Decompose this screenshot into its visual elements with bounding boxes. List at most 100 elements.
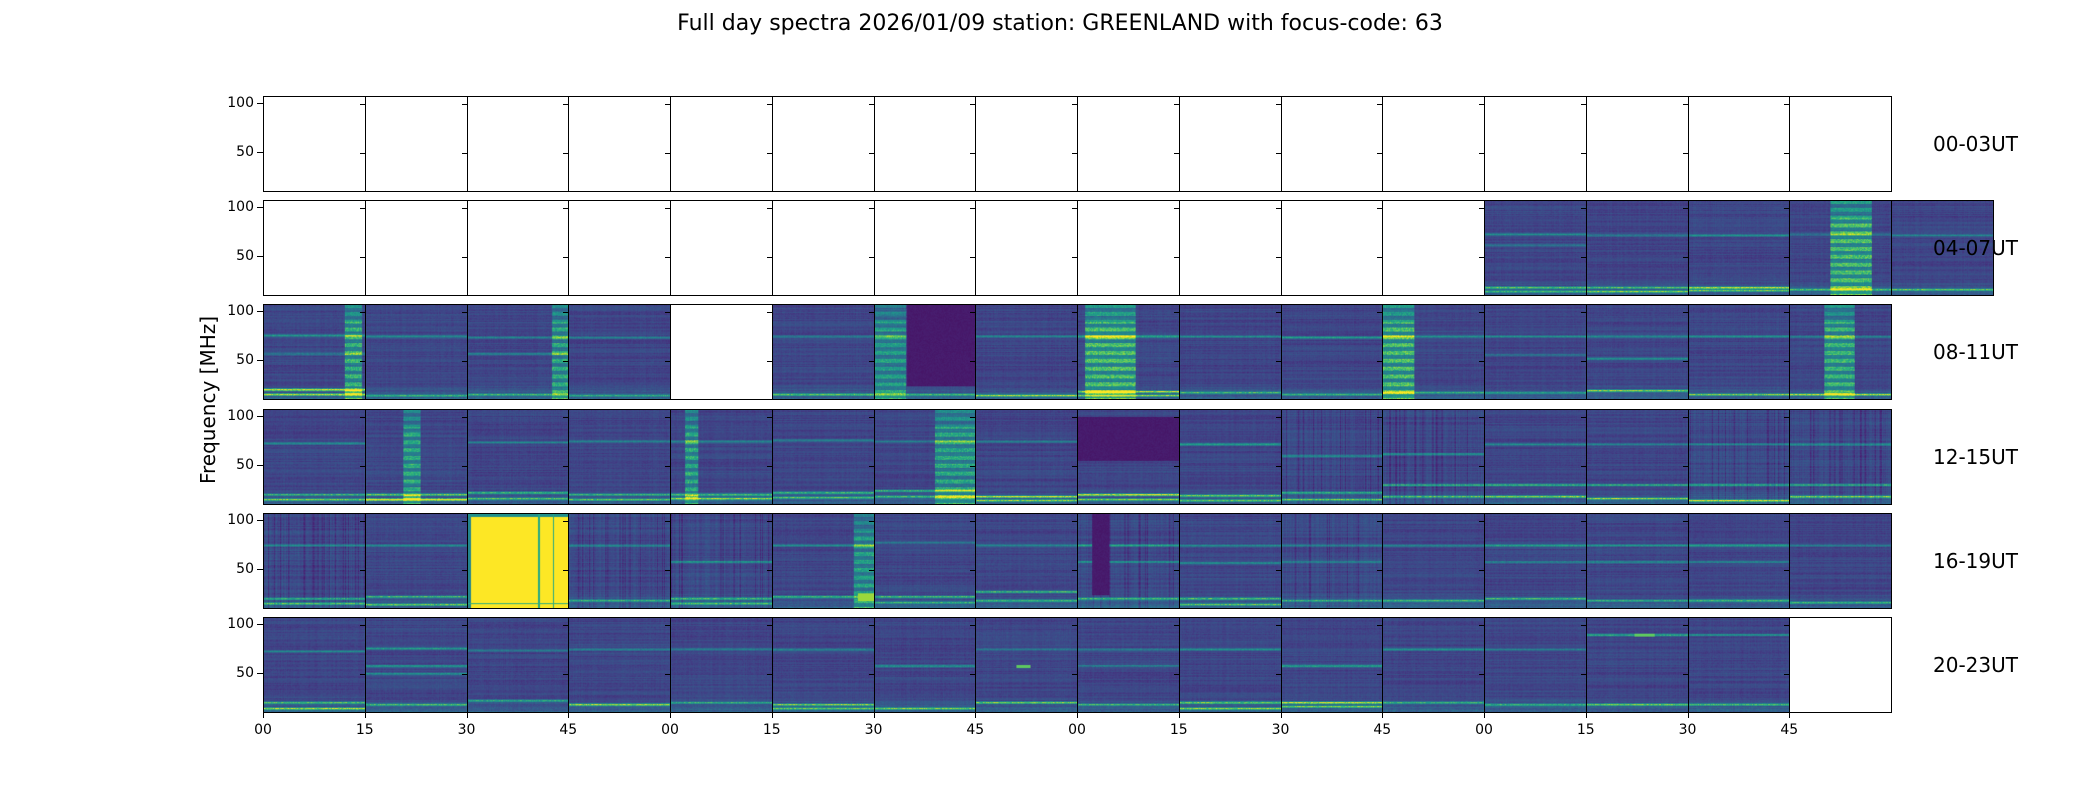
x-tick-label: 00 — [1068, 722, 1086, 738]
y-tick-inner — [970, 361, 976, 363]
spectrogram-image — [1179, 410, 1281, 504]
y-tick-inner — [766, 153, 772, 155]
y-tick-inner — [1377, 103, 1383, 105]
y-tick-inner — [665, 311, 670, 313]
y-tick-inner — [1173, 153, 1179, 155]
y-tick-inner — [1784, 416, 1790, 418]
y-tick-inner — [665, 153, 670, 155]
empty-panel — [466, 96, 570, 192]
y-tick-inner — [970, 466, 976, 468]
empty-panel — [1585, 96, 1689, 192]
y-tick-inner — [1275, 624, 1281, 626]
empty-panel — [670, 96, 773, 192]
spectrogram-image — [1790, 305, 1891, 399]
y-tick-inner — [1173, 361, 1179, 363]
y-tick-inner — [970, 153, 976, 155]
x-tick — [1382, 713, 1384, 718]
spectrogram-panel — [1585, 513, 1689, 609]
empty-panel — [263, 96, 366, 192]
y-tick-inner — [359, 466, 365, 468]
y-tick-inner — [563, 153, 569, 155]
y-tick-inner — [1479, 207, 1484, 209]
y-tick-label: 100 — [227, 94, 254, 111]
spectrogram-panel — [1687, 409, 1791, 505]
empty-panel — [975, 96, 1078, 192]
y-tick — [257, 206, 263, 208]
spectrogram-panel — [1585, 200, 1689, 296]
y-tick-inner — [359, 257, 365, 259]
row-time-label: 12-15UT — [1933, 445, 2018, 469]
spectrogram-image — [1281, 618, 1383, 712]
empty-panel — [771, 200, 875, 296]
y-tick-inner — [665, 103, 670, 105]
spectrogram-panel — [975, 409, 1078, 505]
y-tick-inner — [1580, 311, 1586, 313]
empty-panel — [1484, 96, 1587, 192]
spectrogram-panel — [975, 617, 1078, 713]
empty-panel — [364, 96, 468, 192]
y-tick-inner — [1275, 103, 1281, 105]
spectrogram-image — [1179, 618, 1281, 712]
spectrogram-image — [467, 618, 569, 712]
row-time-label: 00-03UT — [1933, 132, 2018, 156]
y-tick-inner — [766, 257, 772, 259]
y-tick-inner — [461, 153, 467, 155]
x-tick-label: 45 — [966, 722, 985, 738]
y-tick-inner — [1479, 674, 1484, 676]
spectrogram-image — [264, 410, 365, 504]
y-tick-inner — [1784, 361, 1790, 363]
spectrogram-image — [1383, 514, 1484, 608]
y-tick-label: 100 — [227, 511, 254, 528]
row-time-label: 04-07UT — [1933, 236, 2018, 260]
y-tick — [257, 569, 263, 571]
y-tick-inner — [1784, 570, 1790, 572]
spectrogram-panel — [568, 617, 671, 713]
y-tick-inner — [1072, 674, 1077, 676]
empty-panel — [568, 96, 671, 192]
x-tick — [1178, 713, 1180, 718]
y-tick — [257, 415, 263, 417]
y-tick-inner — [766, 103, 772, 105]
spectrogram-panel — [670, 513, 773, 609]
y-tick-inner — [868, 624, 874, 626]
y-tick-inner — [1682, 570, 1688, 572]
spectrogram-panel — [1382, 304, 1485, 400]
y-tick-inner — [461, 361, 467, 363]
x-tick-label: 15 — [762, 722, 781, 738]
y-tick-inner — [1275, 207, 1281, 209]
y-tick — [257, 519, 263, 521]
y-tick — [257, 465, 263, 467]
spectrogram-panel — [466, 409, 570, 505]
spectra-row: 100 50 — [227, 408, 1892, 505]
y-tick-inner — [868, 674, 874, 676]
spectrogram-panel — [466, 304, 570, 400]
y-tick-inner — [1479, 466, 1484, 468]
spectrogram-panel — [1382, 617, 1485, 713]
y-tick-inner — [1682, 311, 1688, 313]
y-tick-inner — [1784, 624, 1790, 626]
spectrogram-panel — [1178, 513, 1282, 609]
y-tick-inner — [1784, 153, 1790, 155]
x-tick — [466, 713, 468, 718]
spectrogram-image — [1281, 305, 1383, 399]
y-tick-inner — [1275, 674, 1281, 676]
y-tick-inner — [359, 674, 365, 676]
empty-panel — [1789, 617, 1892, 713]
y-tick-inner — [461, 624, 467, 626]
spectrogram-panel — [1280, 513, 1384, 609]
spectrogram-image — [569, 305, 670, 399]
y-tick-inner — [1173, 674, 1179, 676]
spectrogram-panel — [1484, 200, 1587, 296]
spectrogram-image — [365, 618, 467, 712]
y-tick-inner — [1580, 674, 1586, 676]
y-tick-inner — [1682, 103, 1688, 105]
y-tick-inner — [665, 257, 670, 259]
y-tick-inner — [1072, 207, 1077, 209]
x-tick-label: 45 — [1780, 722, 1799, 738]
spectrogram-image — [1790, 201, 1891, 295]
spectrogram-panel — [1382, 513, 1485, 609]
x-tick — [364, 713, 366, 718]
y-tick-inner — [1275, 570, 1281, 572]
y-tick-inner — [1580, 153, 1586, 155]
spectrogram-panel — [1789, 409, 1892, 505]
